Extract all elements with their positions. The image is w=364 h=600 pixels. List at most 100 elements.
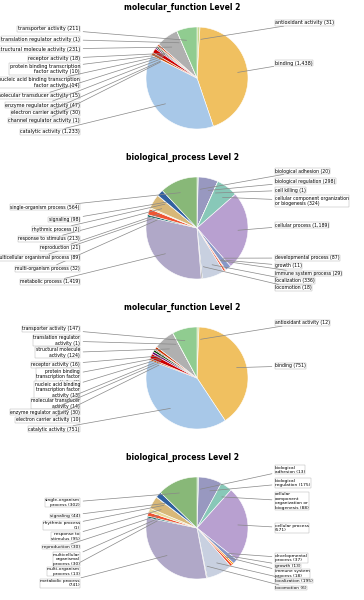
Polygon shape [157,333,197,378]
Text: enzyme regulator activity (47): enzyme regulator activity (47) [5,58,162,107]
Polygon shape [197,528,237,563]
Polygon shape [197,528,232,566]
Polygon shape [197,528,234,565]
Polygon shape [197,228,224,279]
Polygon shape [158,44,197,78]
Polygon shape [197,528,207,578]
Polygon shape [159,31,197,78]
Text: biological regulation (298): biological regulation (298) [208,179,335,190]
Text: cellular
component
organization or
biogenesis (88): cellular component organization or bioge… [222,492,309,510]
Text: catalytic activity (751): catalytic activity (751) [28,409,170,431]
Polygon shape [157,46,197,78]
Text: cellular process
(571): cellular process (571) [238,524,309,532]
Polygon shape [197,27,248,126]
Polygon shape [197,228,226,271]
Polygon shape [153,49,197,78]
Polygon shape [197,483,231,528]
Polygon shape [157,493,197,528]
Text: structural molecule activity (231): structural molecule activity (231) [0,47,172,52]
Text: translation regulator
activity (1): translation regulator activity (1) [33,335,176,346]
Text: nucleic acid binding transcription
factor activity (14): nucleic acid binding transcription facto… [0,55,164,88]
Polygon shape [177,27,197,78]
Polygon shape [148,209,197,228]
Text: receptor activity (16): receptor activity (16) [31,356,163,367]
Polygon shape [197,490,248,560]
Polygon shape [197,228,230,270]
Text: biological_process Level 2: biological_process Level 2 [126,153,238,162]
Polygon shape [173,327,197,378]
Text: molecular transducer activity (15): molecular transducer activity (15) [0,56,163,98]
Polygon shape [153,350,197,378]
Text: protein binding transcription
factor activity (10): protein binding transcription factor act… [9,55,165,74]
Polygon shape [146,518,206,579]
Text: immune system process (29): immune system process (29) [220,260,342,276]
Polygon shape [173,333,197,378]
Text: metabolic process
(741): metabolic process (741) [40,556,167,587]
Text: localization (336): localization (336) [212,265,315,283]
Polygon shape [155,347,197,378]
Text: receptor activity (18): receptor activity (18) [28,53,165,61]
Polygon shape [197,194,248,266]
Text: molecular_function Level 2: molecular_function Level 2 [124,3,240,12]
Polygon shape [197,477,199,528]
Text: transporter activity (147): transporter activity (147) [22,326,185,341]
Text: growth (11): growth (11) [221,260,302,268]
Polygon shape [150,196,197,228]
Text: molecular transducer
activity (14): molecular transducer activity (14) [31,360,161,409]
Text: translation regulator activity (1): translation regulator activity (1) [1,37,179,43]
Polygon shape [157,497,197,528]
Polygon shape [149,508,197,528]
Text: multicellular organismal process (89): multicellular organismal process (89) [0,217,158,260]
Text: cell killing (1): cell killing (1) [215,188,306,193]
Polygon shape [197,27,200,78]
Text: nucleic acid binding
transcription factor
activity (13): nucleic acid binding transcription facto… [35,358,162,398]
Text: binding (751): binding (751) [237,364,306,368]
Text: biological_process Level 2: biological_process Level 2 [126,453,238,462]
Text: binding (1,438): binding (1,438) [238,61,313,73]
Text: transporter activity (211): transporter activity (211) [17,26,187,40]
Polygon shape [151,55,197,78]
Polygon shape [197,327,199,378]
Text: multi-organism process (32): multi-organism process (32) [15,220,157,271]
Polygon shape [146,217,201,279]
Polygon shape [177,31,197,78]
Text: electron carrier activity (10): electron carrier activity (10) [16,365,159,422]
Polygon shape [150,208,197,228]
Text: cellular component organization
or biogenesis (324): cellular component organization or bioge… [222,196,349,206]
Polygon shape [150,354,197,378]
Polygon shape [197,181,236,228]
Text: biological
regulation (175): biological regulation (175) [210,479,310,491]
Polygon shape [150,497,197,528]
Text: cellular process (1,189): cellular process (1,189) [238,223,329,230]
Text: immune system
process (18): immune system process (18) [226,557,310,578]
Polygon shape [155,47,197,78]
Text: molecular_function Level 2: molecular_function Level 2 [124,303,240,312]
Polygon shape [152,352,197,378]
Text: channel regulator activity (1): channel regulator activity (1) [8,62,160,123]
Text: signaling (44): signaling (44) [50,503,165,518]
Text: single-organism
process (302): single-organism process (302) [45,493,179,507]
Text: rhythmic process (2): rhythmic process (2) [32,204,165,232]
Text: growth (13): growth (13) [227,556,301,568]
Polygon shape [197,228,202,279]
Polygon shape [147,516,197,528]
Text: protein binding
transcription factor
activity (6): protein binding transcription factor act… [36,357,163,385]
Polygon shape [197,528,230,578]
Text: biological adhesion (20): biological adhesion (20) [200,169,330,189]
Text: locomotion (18): locomotion (18) [203,267,312,290]
Text: biological
adhesion (13): biological adhesion (13) [200,466,305,489]
Polygon shape [147,512,197,528]
Polygon shape [158,191,197,228]
Text: multicellular
organismal
process (30): multicellular organismal process (30) [53,518,158,566]
Text: localization (195): localization (195) [217,563,313,583]
Polygon shape [197,477,221,528]
Text: antioxidant activity (31): antioxidant activity (31) [201,20,334,40]
Text: response to
stimulus (95): response to stimulus (95) [51,509,161,541]
Polygon shape [154,349,197,378]
Text: signaling (98): signaling (98) [49,202,167,222]
Text: catalytic activity (1,233): catalytic activity (1,233) [20,104,166,134]
Text: reproduction (21): reproduction (21) [40,214,159,250]
Text: metabolic process (1,419): metabolic process (1,419) [20,254,165,284]
Text: reproduction (30): reproduction (30) [42,515,159,549]
Polygon shape [151,53,197,78]
